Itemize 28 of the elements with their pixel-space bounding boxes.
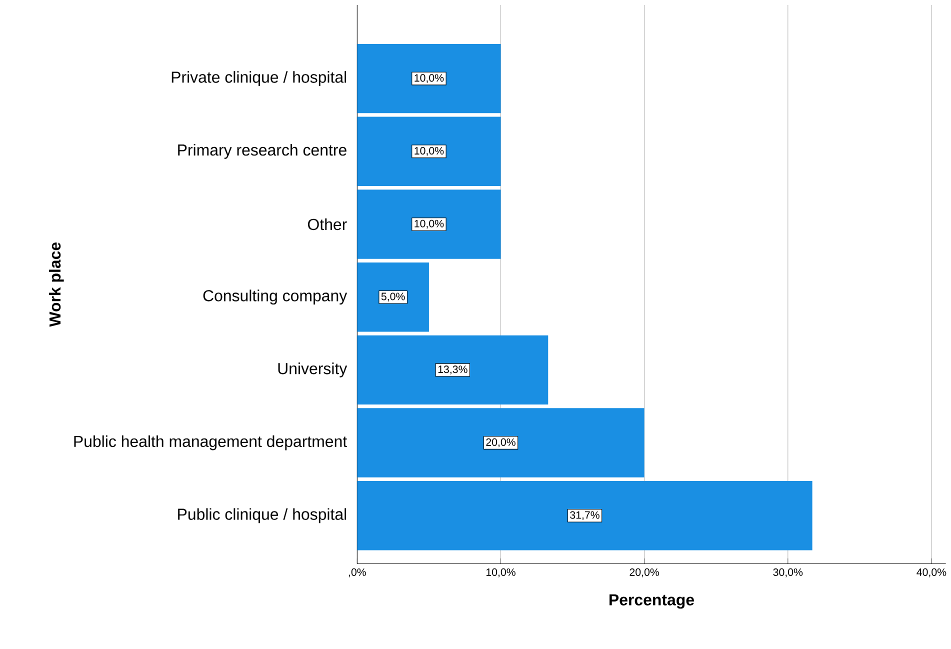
data-label: 5,0% xyxy=(381,292,405,302)
y-axis-title: Work place xyxy=(48,242,64,328)
bar xyxy=(357,44,501,114)
bar xyxy=(357,481,812,550)
bar xyxy=(357,190,501,260)
x-axis-title: Percentage xyxy=(610,594,694,609)
x-tick-label: 30,0% xyxy=(773,568,803,578)
y-tick-label: Public health management department xyxy=(74,436,347,450)
x-tick-label: 10,0% xyxy=(486,568,516,578)
data-label: 10,0% xyxy=(414,220,444,229)
y-tick-label: Consulting company xyxy=(203,290,348,305)
bar xyxy=(357,262,429,332)
y-tick-label: Other xyxy=(308,218,347,230)
x-tick-label: ,0% xyxy=(348,568,366,578)
data-label: 10,0% xyxy=(414,147,444,156)
y-tick-label: Primary research centre xyxy=(178,144,346,160)
bar xyxy=(357,336,548,405)
x-tick-label: 20,0% xyxy=(630,568,660,578)
y-tick-label: Private clinique / hospital xyxy=(172,71,346,86)
data-label: 20,0% xyxy=(486,438,516,448)
y-tick-label: University xyxy=(278,362,348,378)
data-label: 13,3% xyxy=(438,366,468,375)
bar xyxy=(357,117,501,186)
data-label: 10,0% xyxy=(414,74,444,84)
data-label: 31,7% xyxy=(570,511,600,520)
bar xyxy=(357,408,644,478)
x-tick-label: 40,0% xyxy=(916,568,946,578)
y-tick-label: Public clinique / hospital xyxy=(178,508,346,524)
